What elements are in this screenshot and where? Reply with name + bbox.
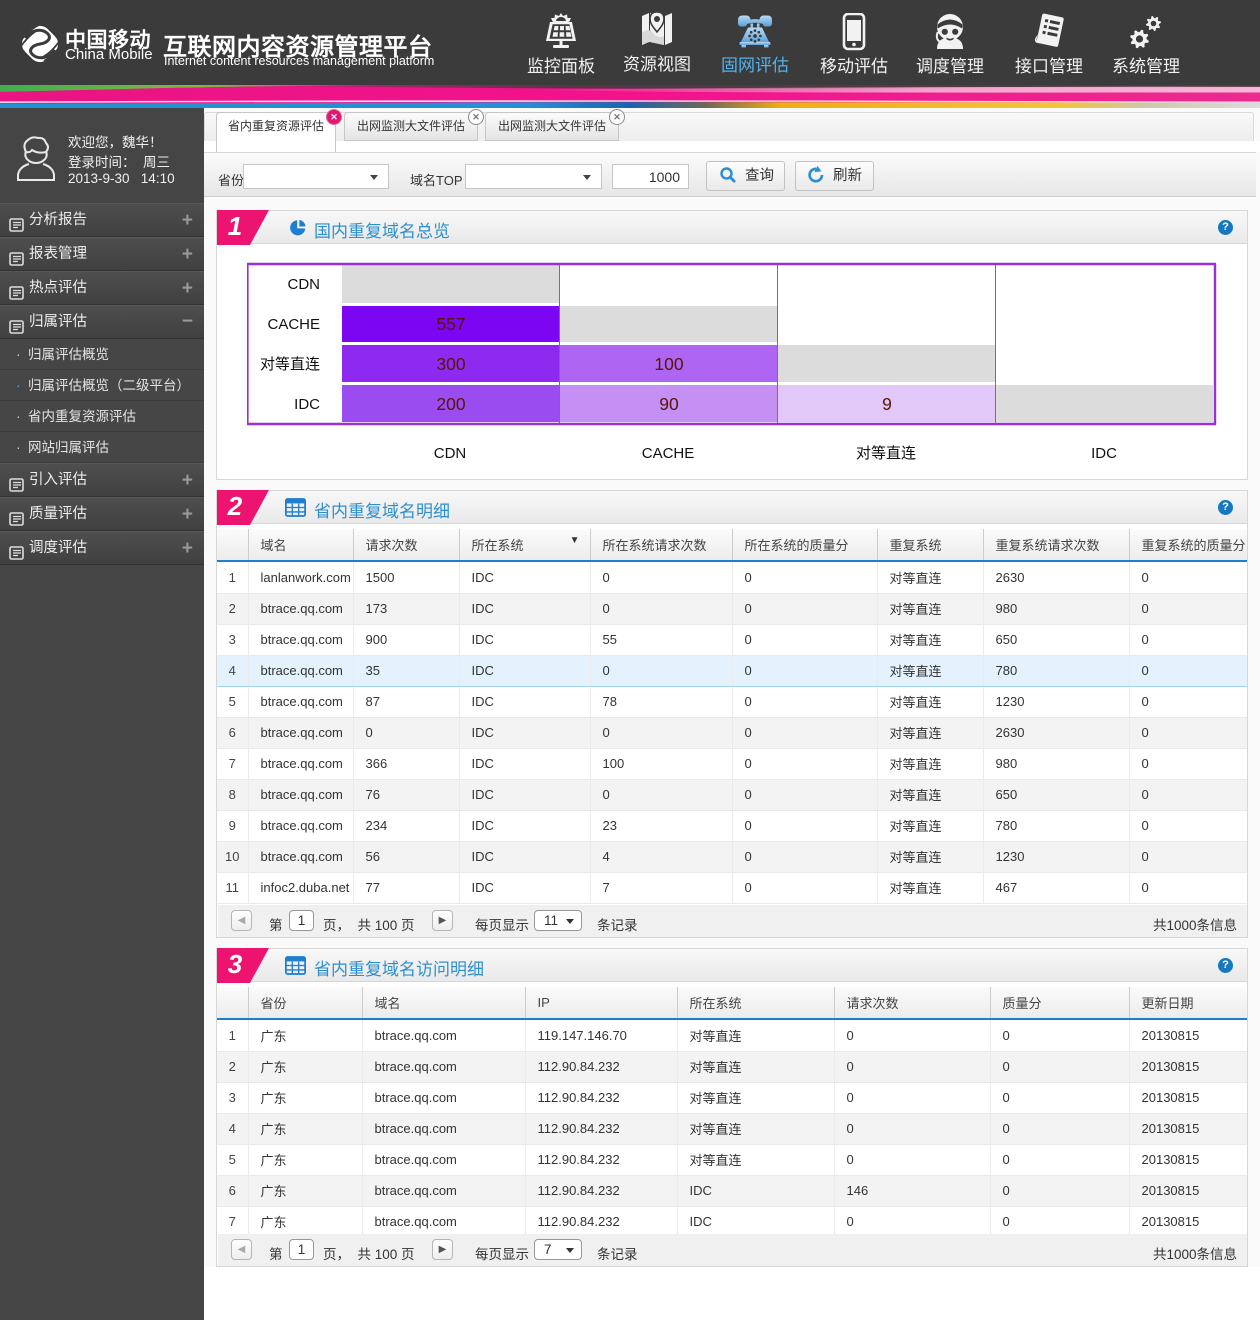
svg-text:CDN: CDN <box>434 445 467 462</box>
svg-text:CACHE: CACHE <box>642 445 695 462</box>
svg-text:9: 9 <box>882 394 892 414</box>
svg-text:557: 557 <box>436 314 465 334</box>
svg-text:90: 90 <box>659 394 679 414</box>
svg-text:IDC: IDC <box>1091 445 1117 462</box>
svg-text:300: 300 <box>436 354 465 374</box>
svg-text:对等直连: 对等直连 <box>856 444 916 462</box>
svg-text:对等直连: 对等直连 <box>260 355 320 373</box>
svg-text:CACHE: CACHE <box>267 316 320 333</box>
svg-text:200: 200 <box>436 394 465 414</box>
svg-text:IDC: IDC <box>294 396 320 413</box>
svg-text:100: 100 <box>654 354 683 374</box>
svg-text:CDN: CDN <box>288 276 321 293</box>
